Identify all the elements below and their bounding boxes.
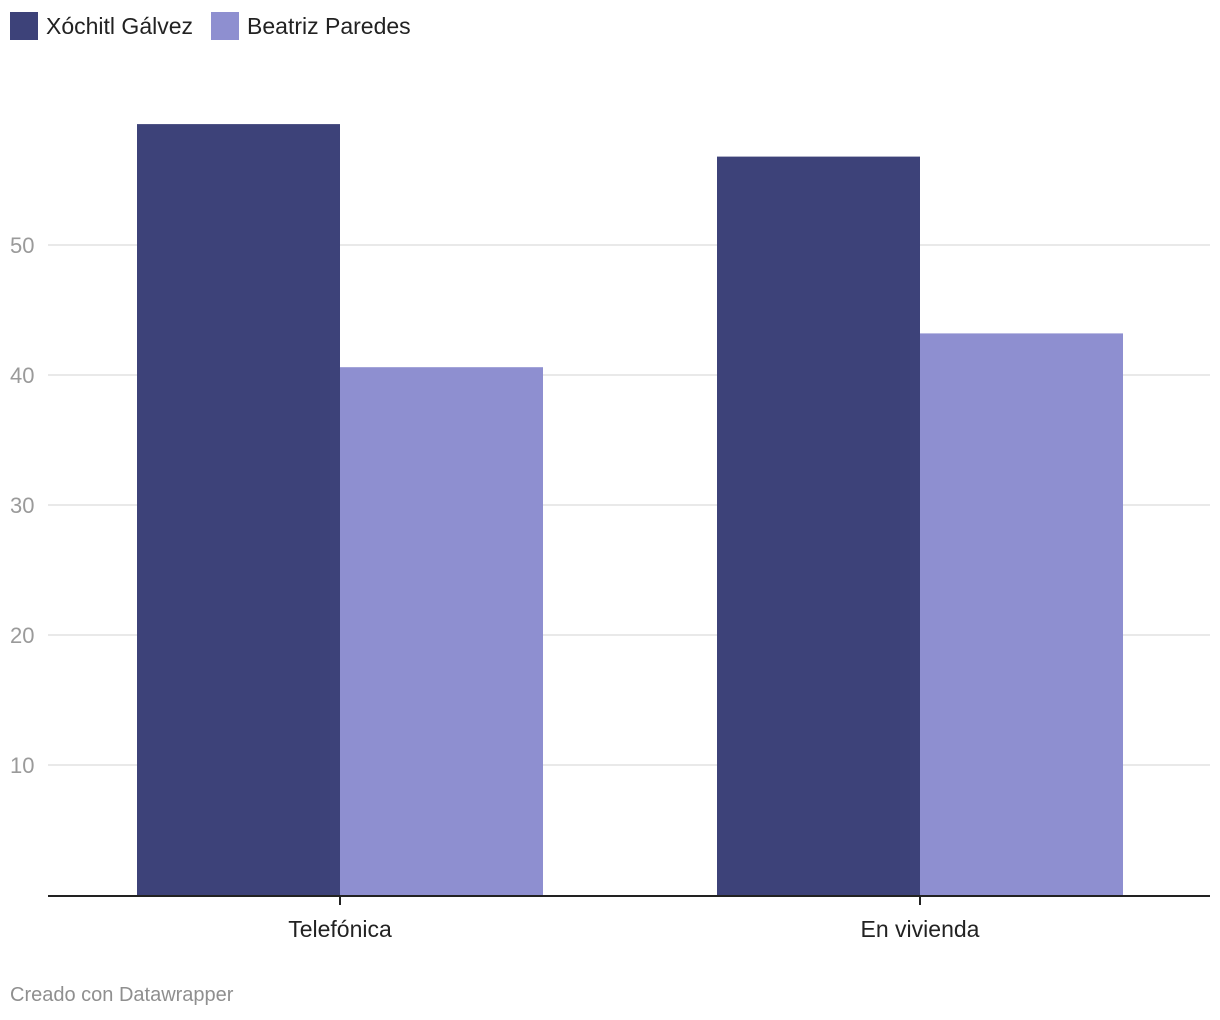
bars [137, 124, 1123, 896]
legend-swatch-beatriz-paredes [211, 12, 240, 40]
bar-1-2 [340, 367, 543, 895]
bar-1-1 [137, 124, 340, 896]
legend-swatch-xochitl-galvez [10, 12, 38, 40]
axes: Telefónica En vivienda [48, 895, 1210, 942]
y-tick-label-10: 10 [10, 753, 34, 778]
y-tick-label-20: 20 [10, 623, 34, 648]
y-tick-label-50: 50 [10, 233, 34, 258]
chart-legend: Xóchitl Gálvez Beatriz Paredes [10, 11, 429, 41]
legend-item-xochitl-galvez: Xóchitl Gálvez [10, 12, 193, 40]
x-tick-label-1: Telefónica [288, 916, 392, 942]
footer-credit: Creado con Datawrapper [10, 984, 234, 1006]
x-tick-label-2: En vivienda [861, 916, 980, 942]
legend-label-xochitl-galvez: Xóchitl Gálvez [46, 12, 194, 39]
bar-2-2 [920, 333, 1123, 895]
bar-2-1 [717, 156, 920, 896]
y-tick-label-30: 30 [10, 493, 34, 518]
y-tick-label-40: 40 [10, 363, 34, 388]
legend-item-beatriz-paredes: Beatriz Paredes [211, 12, 411, 40]
legend-label-beatriz-paredes: Beatriz Paredes [247, 12, 411, 39]
